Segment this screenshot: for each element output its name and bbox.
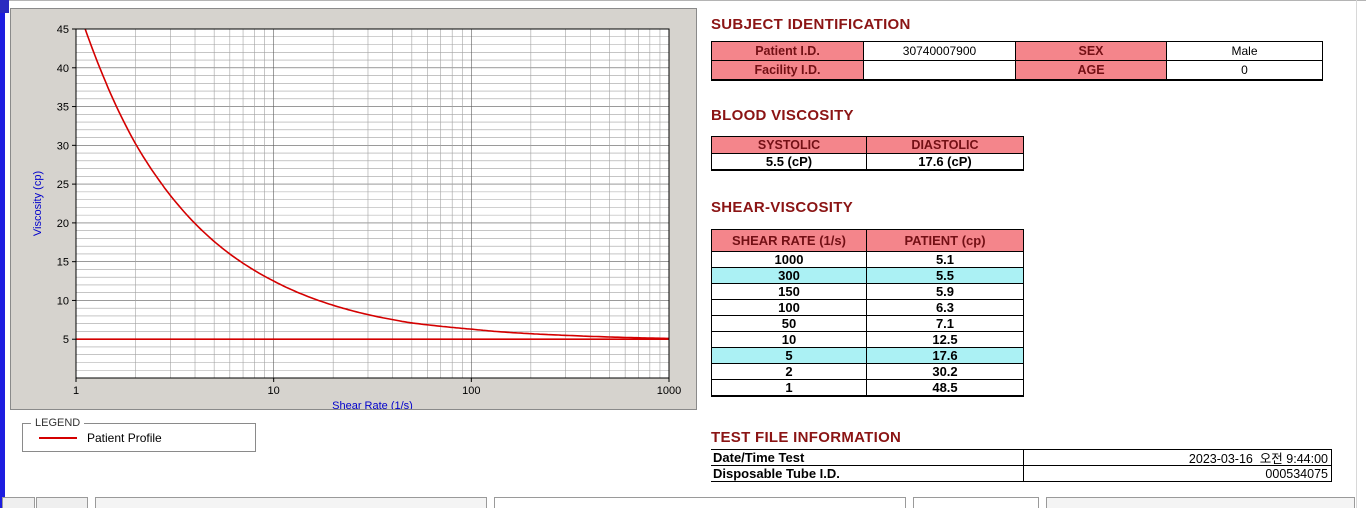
bottom-cutoff-button-2[interactable] (36, 497, 88, 508)
svg-text:5: 5 (63, 334, 69, 346)
svg-text:40: 40 (57, 63, 69, 75)
legend-entry-label: Patient Profile (87, 430, 162, 445)
systolic-header: SYSTOLIC (712, 137, 867, 154)
patient-id-label: Patient I.D. (712, 42, 864, 61)
window-top-edge (0, 0, 1366, 1)
patient-cp-cell: 30.2 (867, 364, 1023, 380)
svg-text:15: 15 (57, 257, 69, 269)
patient-id-value: 30740007900 (864, 42, 1016, 61)
legend-title: LEGEND (31, 417, 85, 429)
facility-id-label: Facility I.D. (712, 61, 864, 80)
shear-rate-cell: 5 (712, 348, 867, 364)
subject-identification-heading: SUBJECT IDENTIFICATION (711, 16, 911, 33)
test-file-information-table: Date/Time Test 2023-03-16 오전 9:44:00 Dis… (711, 449, 1332, 482)
svg-text:45: 45 (57, 24, 69, 36)
svg-text:30: 30 (57, 140, 69, 152)
shear-viscosity-heading: SHEAR-VISCOSITY (711, 199, 854, 216)
shear-rate-cell: 1000 (712, 252, 867, 268)
svg-text:1000: 1000 (657, 385, 681, 397)
date-time-test-label: Date/Time Test (711, 450, 1023, 466)
svg-text:25: 25 (57, 179, 69, 191)
diastolic-value: 17.6 (cP) (867, 154, 1023, 170)
svg-text:10: 10 (57, 295, 69, 307)
shear-viscosity-table: SHEAR RATE (1/s) PATIENT (cp) 1000 5.1 3… (711, 229, 1024, 397)
age-label: AGE (1016, 61, 1167, 80)
svg-text:100: 100 (462, 385, 480, 397)
svg-text:10: 10 (268, 385, 280, 397)
patient-cp-cell: 17.6 (867, 348, 1023, 364)
blood-viscosity-table: SYSTOLIC DIASTOLIC 5.5 (cP) 17.6 (cP) (711, 136, 1024, 171)
sex-value: Male (1167, 42, 1322, 61)
patient-cp-cell: 48.5 (867, 380, 1023, 396)
svg-text:20: 20 (57, 218, 69, 230)
disposable-tube-id-label: Disposable Tube I.D. (711, 466, 1023, 482)
shear-rate-cell: 50 (712, 316, 867, 332)
diastolic-header: DIASTOLIC (867, 137, 1023, 154)
bottom-cutoff-panel-2 (494, 497, 906, 508)
patient-cp-cell: 5.5 (867, 268, 1023, 284)
bottom-cutoff-panel-1 (95, 497, 487, 508)
bottom-cutoff-button-1[interactable] (2, 497, 35, 508)
shear-rate-cell: 10 (712, 332, 867, 348)
patient-cp-cell: 6.3 (867, 300, 1023, 316)
bottom-cutoff-panel-3 (913, 497, 1039, 508)
shear-rate-cell: 150 (712, 284, 867, 300)
window-right-edge (1356, 0, 1357, 508)
patient-cp-header: PATIENT (cp) (867, 230, 1023, 252)
date-time-test-value: 2023-03-16 오전 9:44:00 (1023, 450, 1331, 466)
subject-identification-table: Patient I.D. 30740007900 SEX Male Facili… (711, 41, 1323, 81)
svg-text:35: 35 (57, 102, 69, 114)
bottom-cutoff-panel-4 (1046, 497, 1355, 508)
viscosity-chart-panel: 5 10 15 20 25 30 35 40 45 1 10 100 1000 Viscosity (cp… (10, 8, 697, 410)
systolic-value: 5.5 (cP) (712, 154, 867, 170)
shear-rate-cell: 100 (712, 300, 867, 316)
disposable-tube-id-value: 000534075 (1023, 466, 1331, 482)
patient-cp-cell: 5.1 (867, 252, 1023, 268)
patient-cp-cell: 5.9 (867, 284, 1023, 300)
age-value: 0 (1167, 61, 1322, 80)
test-file-information-heading: TEST FILE INFORMATION (711, 429, 902, 446)
shear-viscosity-chart: 5 10 15 20 25 30 35 40 45 1 10 100 1000 Viscosity (cp… (32, 24, 681, 409)
facility-id-value (864, 61, 1016, 80)
shear-rate-cell: 2 (712, 364, 867, 380)
window-left-edge-strip (0, 0, 5, 508)
legend-entry: Patient Profile (23, 424, 255, 451)
shear-rate-cell: 300 (712, 268, 867, 284)
blood-viscosity-heading: BLOOD VISCOSITY (711, 107, 854, 124)
patient-cp-cell: 7.1 (867, 316, 1023, 332)
svg-text:Shear Rate (1/s): Shear Rate (1/s) (332, 400, 413, 409)
patient-cp-cell: 12.5 (867, 332, 1023, 348)
window-left-corner (0, 0, 9, 13)
shear-rate-header: SHEAR RATE (1/s) (712, 230, 867, 252)
chart-legend: LEGEND Patient Profile (22, 417, 256, 452)
legend-line-sample (39, 436, 77, 439)
svg-text:1: 1 (73, 385, 79, 397)
shear-rate-cell: 1 (712, 380, 867, 396)
sex-label: SEX (1016, 42, 1167, 61)
svg-text:Viscosity (cp): Viscosity (cp) (32, 171, 44, 236)
